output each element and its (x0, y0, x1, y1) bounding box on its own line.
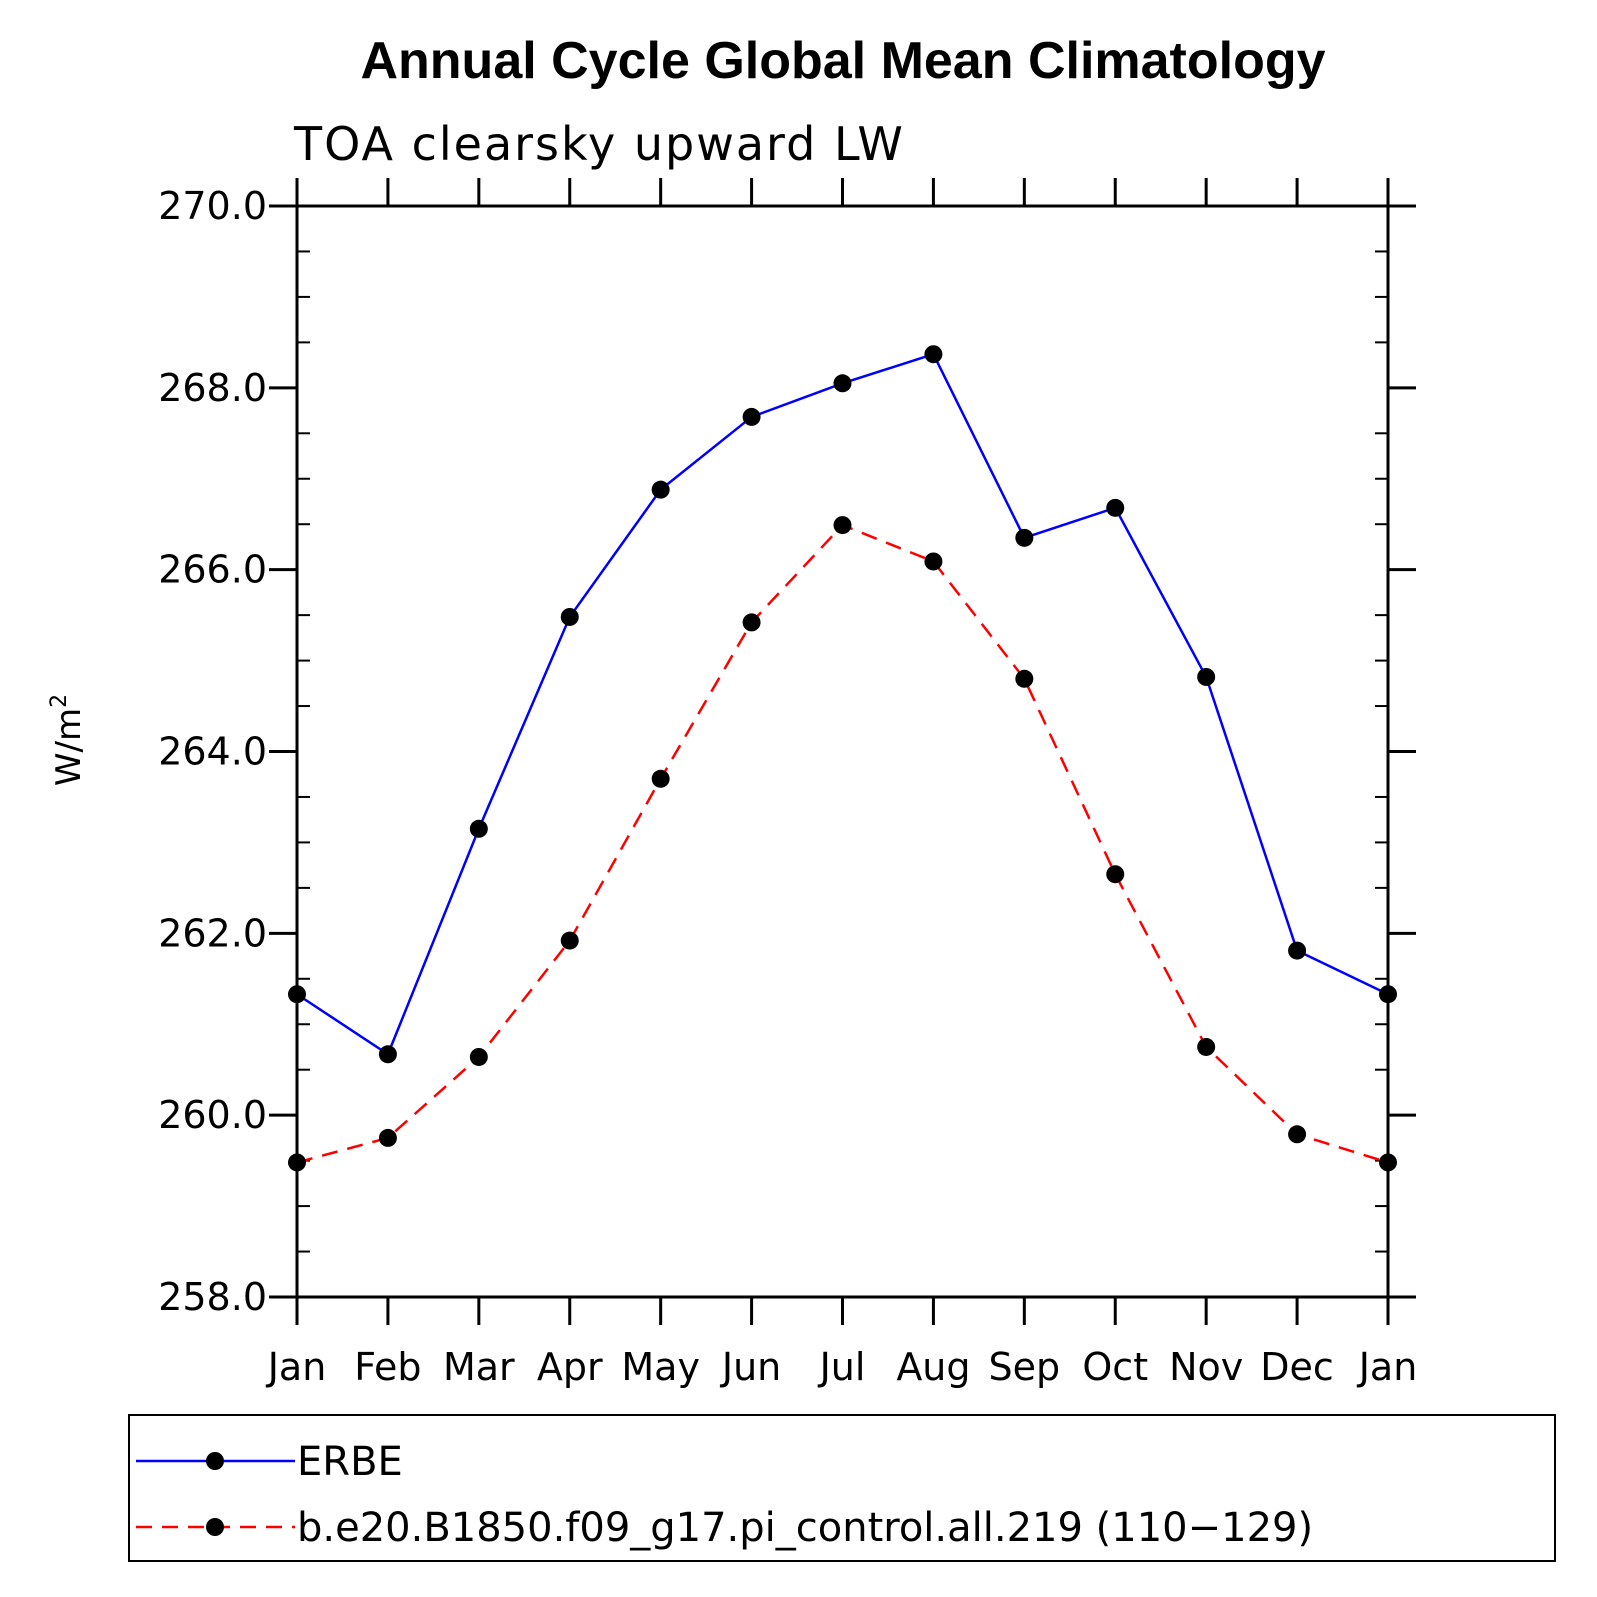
y-axis-label-text: W/m (49, 708, 89, 786)
legend-label-2: b.e20.B1850.f09_g17.pi_control.all.219 (… (297, 1505, 1313, 1551)
series-1-point (1197, 667, 1216, 686)
y-tick-label: 258.0 (158, 1275, 267, 1319)
x-tick-label: May (621, 1345, 700, 1389)
x-tick-label: Oct (1082, 1345, 1148, 1389)
series-1-point (833, 374, 852, 393)
series-1-point (560, 607, 579, 626)
y-tick-label: 270.0 (158, 184, 267, 228)
series-2-point (378, 1128, 397, 1147)
legend-marker-2 (206, 1518, 224, 1536)
series-2-point (288, 1153, 306, 1172)
series-2-point (1197, 1037, 1216, 1056)
x-tick-label: Aug (896, 1345, 970, 1389)
y-tick-label: 266.0 (158, 548, 267, 592)
x-tick-label: Jan (1357, 1345, 1418, 1389)
y-axis-label-superscript: 2 (47, 694, 72, 708)
series-1-point (1106, 498, 1125, 517)
x-tick-label: Jun (720, 1345, 781, 1389)
x-tick-label: Feb (354, 1345, 421, 1389)
x-tick-label: Jul (818, 1345, 866, 1389)
chart-subtitle: TOA clearsky upward LW (293, 117, 905, 171)
series-layer (288, 345, 1397, 1172)
legend-marker-1 (206, 1452, 224, 1470)
series-1-point (924, 345, 943, 364)
x-tick-label: Nov (1169, 1345, 1243, 1389)
y-axis-label: W/m2 (47, 694, 89, 786)
x-tick-label: Mar (443, 1345, 515, 1389)
series-2-point (469, 1047, 488, 1066)
y-tick-label: 268.0 (158, 366, 267, 410)
series-2-point (1015, 669, 1034, 688)
series-2-point (1106, 865, 1125, 884)
series-1-point (1288, 941, 1307, 960)
legend-label-1: ERBE (297, 1439, 403, 1485)
series-2-point (651, 769, 670, 788)
x-tick-label: Sep (989, 1345, 1061, 1389)
series-1-point (1015, 528, 1034, 547)
x-tick-label: Dec (1260, 1345, 1334, 1389)
series-line-1 (296, 352, 1389, 1057)
series-line-2 (296, 523, 1389, 1164)
series-1-point (469, 819, 488, 838)
series-1-point (742, 407, 761, 426)
series-1-point (288, 985, 306, 1004)
series-1-point (1379, 985, 1397, 1004)
legend: ERBE b.e20.B1850.f09_g17.pi_control.all.2… (128, 1414, 1556, 1562)
y-tick-label: 262.0 (158, 911, 267, 955)
series-1-point (378, 1045, 397, 1064)
series-2-point (833, 516, 852, 535)
series-1-point (651, 480, 670, 499)
series-2-point (742, 613, 761, 632)
axes: 258.0 260.0 262.0 264.0 266.0 268.0 270.0 Jan Fe… (158, 178, 1417, 1389)
series-2-point (1288, 1125, 1307, 1144)
plot-frame (295, 204, 1390, 1299)
series-2-point (924, 552, 943, 571)
y-tick-label: 264.0 (158, 730, 267, 774)
legend-box (128, 1414, 1556, 1562)
series-2-point (1379, 1153, 1397, 1172)
series-2-point (560, 931, 579, 950)
x-tick-label: Apr (537, 1345, 603, 1389)
x-tick-label: Jan (266, 1345, 327, 1389)
chart-title: Annual Cycle Global Mean Climatology (360, 32, 1325, 90)
y-tick-label: 260.0 (158, 1093, 267, 1137)
